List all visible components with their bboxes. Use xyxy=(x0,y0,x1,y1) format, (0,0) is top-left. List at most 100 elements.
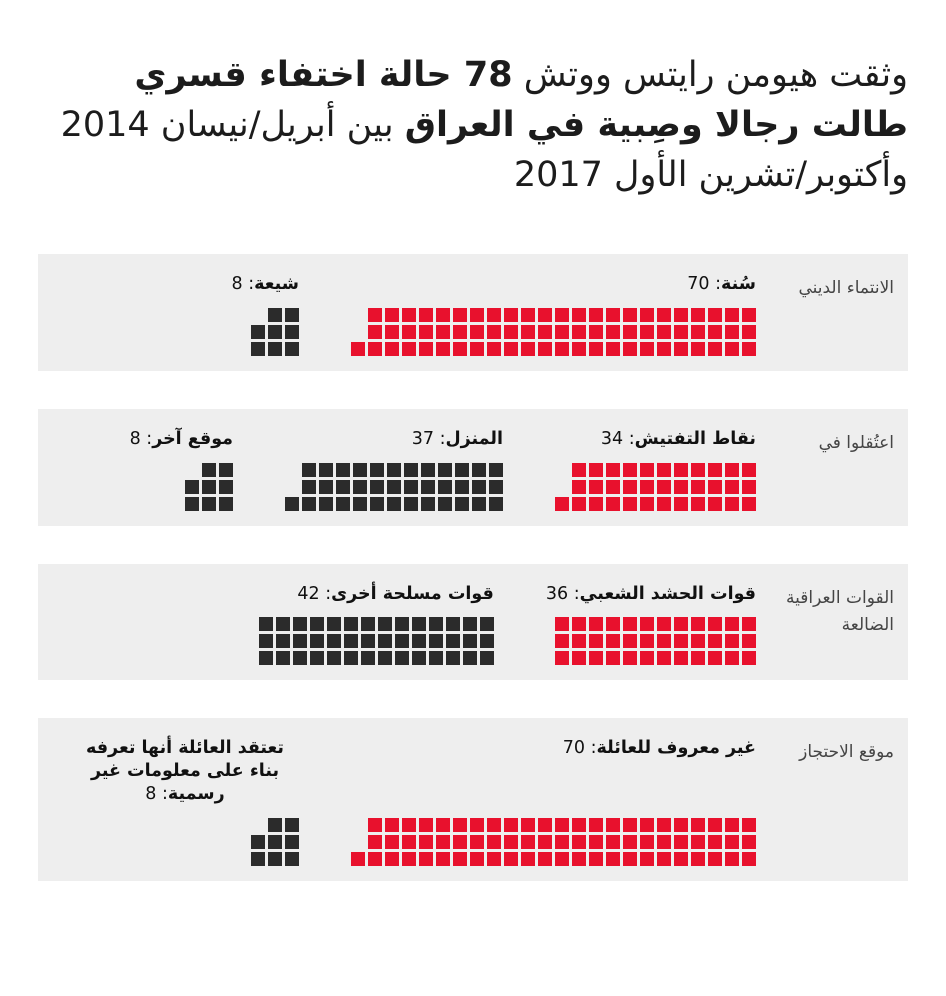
waffle-square xyxy=(589,634,603,649)
waffle-square xyxy=(674,617,688,632)
waffle-square xyxy=(404,496,418,511)
waffle-square xyxy=(555,634,569,649)
waffle-row xyxy=(185,496,233,511)
group-label: قوات مسلحة أخرى: 42 xyxy=(297,583,494,606)
waffle-square xyxy=(360,651,375,666)
waffle-square xyxy=(521,341,535,356)
waffle-square xyxy=(470,324,484,339)
waffle-square xyxy=(725,817,739,832)
waffle-square xyxy=(385,851,399,866)
waffle-row xyxy=(351,341,756,356)
waffle-square xyxy=(640,307,654,322)
waffle-square xyxy=(606,496,620,511)
band-groups: قوات الحشد الشعبي: 36 قوات مسلحة أخرى: 42 xyxy=(58,583,756,666)
waffle-square xyxy=(428,617,443,632)
waffle-square xyxy=(309,651,324,666)
waffle-square xyxy=(428,634,443,649)
waffle-square xyxy=(275,617,290,632)
waffle-square xyxy=(742,817,756,832)
waffle-square xyxy=(268,851,282,866)
waffle-square xyxy=(351,341,365,356)
category-label: القوات العراقية الضالعة xyxy=(786,587,894,636)
waffle-square xyxy=(742,324,756,339)
waffle-square xyxy=(377,634,392,649)
waffle-square xyxy=(504,341,518,356)
waffle-square xyxy=(438,462,452,477)
infographic-title: وثقت هيومن رايتس ووتش 78 حالة اختفاء قسر… xyxy=(38,50,909,200)
title-bold-span: 78 حالة اختفاء قسري طالت رجالا وصِبية في… xyxy=(134,55,908,146)
waffle-square xyxy=(258,634,273,649)
chart-sections: الانتماء الديني سُنة: 70 شيعة: 8 اعتُقلوا ف… xyxy=(38,254,908,881)
waffle-square xyxy=(572,324,586,339)
waffle-square xyxy=(572,307,586,322)
waffle-square xyxy=(589,617,603,632)
waffle-square xyxy=(368,834,382,849)
waffle-square xyxy=(438,479,452,494)
waffle-square xyxy=(504,307,518,322)
waffle-square xyxy=(657,634,671,649)
waffle-square xyxy=(268,817,282,832)
waffle-square xyxy=(472,462,486,477)
waffle-square xyxy=(623,617,637,632)
waffle-square xyxy=(555,341,569,356)
waffle-square xyxy=(421,462,435,477)
waffle-row xyxy=(268,817,299,832)
waffle-row xyxy=(285,496,503,511)
group-value: : 8 xyxy=(231,274,255,295)
waffle-grid xyxy=(285,462,503,511)
group-label-text: المنزل xyxy=(445,428,503,449)
waffle-square xyxy=(343,651,358,666)
group-label-text: غير معروف للعائلة xyxy=(596,738,756,759)
waffle-square xyxy=(487,341,501,356)
group-value: : 8 xyxy=(145,783,168,804)
waffle-square xyxy=(285,496,299,511)
waffle-square xyxy=(742,341,756,356)
waffle-square xyxy=(572,496,586,511)
waffle-square xyxy=(742,834,756,849)
waffle-square xyxy=(445,617,460,632)
waffle-square xyxy=(360,634,375,649)
waffle-square xyxy=(725,479,739,494)
group-value: : 34 xyxy=(600,428,635,449)
waffle-square xyxy=(487,307,501,322)
waffle-square xyxy=(725,496,739,511)
waffle-square xyxy=(326,617,341,632)
band-2: القوات العراقية الضالعة قوات الحشد الشعبي… xyxy=(38,563,908,681)
waffle-square xyxy=(219,479,233,494)
waffle-square xyxy=(521,834,535,849)
waffle-square xyxy=(453,341,467,356)
waffle-square xyxy=(691,479,705,494)
waffle-square xyxy=(674,307,688,322)
waffle-square xyxy=(708,651,722,666)
waffle-square xyxy=(708,307,722,322)
group-value: : 37 xyxy=(411,428,446,449)
waffle-square xyxy=(489,479,503,494)
waffle-square xyxy=(742,479,756,494)
waffle-square xyxy=(285,324,299,339)
waffle-square xyxy=(370,462,384,477)
waffle-square xyxy=(402,307,416,322)
waffle-square xyxy=(691,634,705,649)
waffle-square xyxy=(708,324,722,339)
waffle-square xyxy=(394,651,409,666)
waffle-square xyxy=(368,817,382,832)
waffle-square xyxy=(708,462,722,477)
waffle-square xyxy=(394,617,409,632)
category-label: موقع الاحتجاز xyxy=(799,742,894,763)
waffle-square xyxy=(521,307,535,322)
group-label-text: قوات الحشد الشعبي xyxy=(579,583,756,604)
waffle-square xyxy=(725,617,739,632)
waffle-row xyxy=(251,324,299,339)
group-label-text: تعتقد العائلة أنها تعرفه بناء على معلوما… xyxy=(85,738,285,804)
waffle-square xyxy=(555,651,569,666)
waffle-square xyxy=(309,617,324,632)
group-label: المنزل: 37 xyxy=(412,428,503,451)
title-regular-end: بين أبريل/نيسان 2014 وأكتوبر/تشرين الأول… xyxy=(60,105,909,196)
waffle-square xyxy=(606,324,620,339)
waffle-square xyxy=(309,634,324,649)
waffle-square xyxy=(343,617,358,632)
waffle-square xyxy=(589,462,603,477)
waffle-square xyxy=(504,817,518,832)
category-label: الانتماء الديني xyxy=(798,278,894,299)
waffle-grid xyxy=(555,462,756,511)
